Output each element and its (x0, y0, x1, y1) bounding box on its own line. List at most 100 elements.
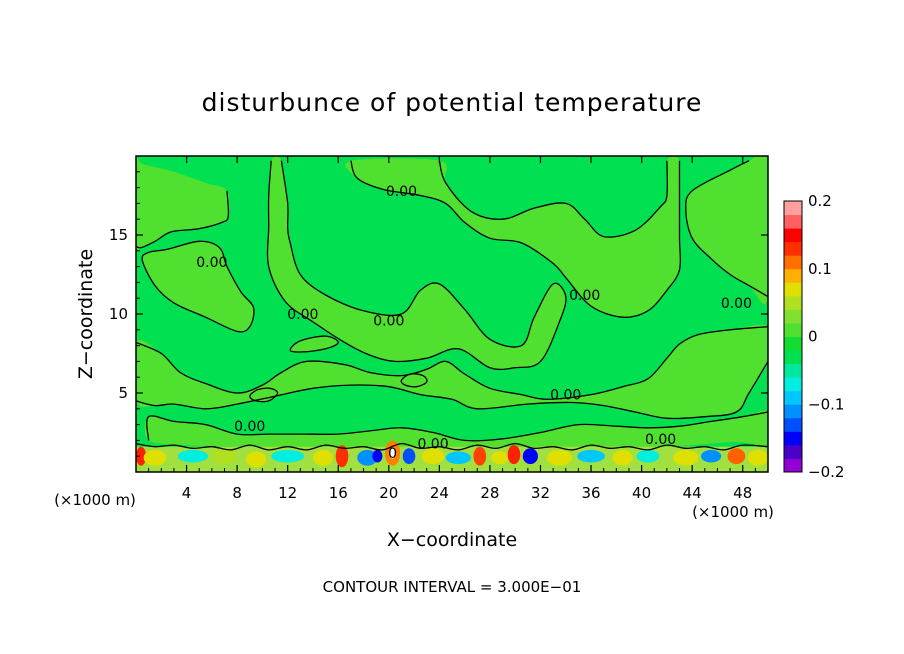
contour-label: 0.00 (721, 296, 752, 312)
colorbar-swatch (784, 363, 802, 378)
field-anomaly (136, 446, 147, 466)
y-tick-label: 5 (118, 384, 128, 402)
field-anomaly (673, 449, 699, 466)
field-anomaly (577, 449, 605, 463)
field-anomaly (507, 445, 521, 465)
contour-line (438, 160, 668, 238)
colorbar-swatch (784, 201, 802, 216)
contour-line (136, 325, 768, 400)
colorbar-swatch (784, 404, 802, 419)
field-region (345, 156, 681, 318)
field-anomaly (522, 448, 538, 465)
field-region (267, 156, 566, 370)
field-anomaly (312, 449, 334, 466)
field-anomaly (491, 451, 509, 465)
field-anomaly (445, 451, 471, 465)
colorbar-swatch (784, 214, 802, 229)
colorbar-tick-label: −0.2 (808, 463, 844, 481)
colorbar-tick-label: 0.1 (808, 260, 832, 278)
field-anomaly (747, 449, 768, 466)
x-tick-label: 8 (232, 484, 242, 502)
colorbar-swatch (784, 268, 802, 283)
field-anomaly (357, 449, 378, 466)
contour-line (350, 160, 682, 318)
field-anomaly (143, 449, 167, 466)
x-unit-left: (×1000 m) (54, 491, 136, 509)
contour-label: 0 (388, 446, 397, 462)
y-axis-label: Z−coordinate (75, 249, 97, 379)
x-tick-label: 40 (632, 484, 651, 502)
colorbar-swatch (784, 444, 802, 459)
contour-label: 0.00 (196, 255, 227, 271)
colorbar-swatch (784, 322, 802, 337)
x-tick-label: 36 (581, 484, 600, 502)
contour-label: 0.00 (645, 432, 676, 448)
contour-line (249, 387, 279, 403)
x-tick-label: 4 (182, 484, 192, 502)
contour-line (685, 160, 768, 298)
contour-line (136, 190, 230, 249)
contour-label: 0.00 (569, 288, 600, 304)
field-region (142, 241, 255, 332)
colorbar-swatch (784, 390, 802, 405)
field-anomaly (612, 449, 633, 466)
y-tick-label: 10 (109, 305, 128, 323)
field-region (136, 156, 230, 254)
field-region (136, 324, 768, 419)
field-anomaly (271, 449, 305, 463)
field-anomaly (421, 448, 445, 465)
colorbar-tick-label: 0.2 (808, 192, 832, 210)
field-region (144, 410, 768, 450)
colorbar-frame (783, 200, 803, 473)
colorbar-swatch (784, 295, 802, 310)
contour-interval-note: CONTOUR INTERVAL = 3.000E−01 (323, 578, 582, 596)
colorbar-swatch (784, 377, 802, 392)
x-axis-label: X−coordinate (387, 529, 517, 551)
x-tick-label: 32 (531, 484, 550, 502)
colorbar-tick-label: −0.1 (808, 395, 844, 413)
field-anomaly (372, 449, 383, 463)
field-anomaly (701, 449, 722, 463)
contour-label: 0.00 (417, 437, 448, 453)
colorbar: 0.2 0.1 0 −0.1 −0.2 (783, 192, 844, 481)
y-axis: 5 10 15 (109, 171, 768, 457)
chart-title: disturbunce of potential temperature (202, 88, 703, 117)
contour-line (136, 442, 768, 451)
x-tick-label: 48 (733, 484, 752, 502)
colorbar-tick-label: 0 (808, 328, 818, 346)
contour-label: 0.00 (550, 388, 581, 404)
field-anomaly (335, 445, 349, 468)
field-anomaly (177, 449, 209, 463)
x-axis: 4 8 12 16 20 24 28 32 36 40 44 48 (148, 156, 756, 502)
field-region (685, 156, 768, 305)
x-unit-right: (×1000 m) (692, 503, 774, 521)
contour-line (400, 373, 428, 388)
contour-line (266, 160, 567, 371)
field-anomaly (727, 448, 746, 465)
colorbar-swatch (784, 417, 802, 432)
field-region (401, 373, 427, 387)
contour-line (146, 411, 768, 442)
contour-labels: 0.00 0.00 0.00 0.00 0.00 0.00 0.00 0.00 0.00 0.00… (196, 184, 752, 462)
contour-label: 0.00 (373, 313, 404, 329)
field-anomaly (211, 448, 238, 465)
colorbar-swatch (784, 241, 802, 256)
contour-line (141, 240, 255, 333)
field-anomaly (546, 449, 573, 466)
field-anomaly (389, 447, 396, 459)
contour-line (289, 335, 339, 353)
field-anomaly (245, 451, 267, 468)
field-region (249, 388, 278, 402)
x-tick-label: 28 (480, 484, 499, 502)
heatmap-field (136, 156, 768, 472)
colorbar-swatch (784, 336, 802, 351)
contour-lines (136, 160, 768, 451)
colorbar-swatch (784, 228, 802, 243)
contour-label: 0.00 (234, 419, 265, 435)
x-tick-label: 16 (329, 484, 348, 502)
colorbar-swatch (784, 309, 802, 324)
colorbar-swatch (784, 350, 802, 365)
colorbar-swatch (784, 431, 802, 446)
contour-label: 0.00 (386, 184, 417, 200)
